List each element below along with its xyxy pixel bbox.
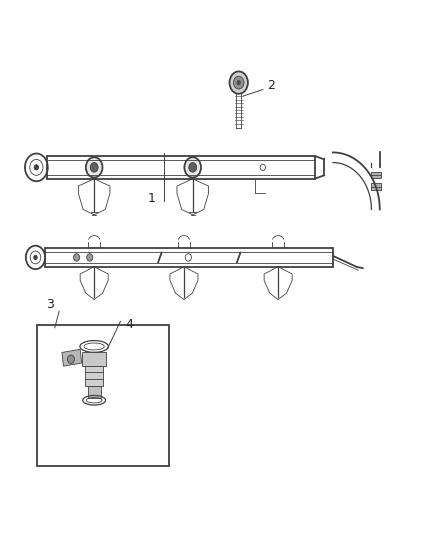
Circle shape: [189, 163, 197, 172]
Bar: [37, 325, 169, 466]
Circle shape: [34, 255, 37, 260]
Circle shape: [230, 71, 248, 94]
Bar: [371, 172, 381, 178]
Circle shape: [90, 163, 98, 172]
Circle shape: [86, 157, 102, 177]
Text: 2: 2: [268, 79, 276, 92]
Bar: [47, 156, 315, 179]
Bar: [82, 352, 106, 366]
Text: 3: 3: [46, 298, 54, 311]
Circle shape: [184, 157, 201, 177]
Bar: [88, 386, 101, 398]
Bar: [85, 366, 103, 386]
Circle shape: [74, 254, 80, 261]
Circle shape: [67, 355, 74, 364]
Circle shape: [233, 76, 244, 89]
Circle shape: [237, 80, 241, 85]
Bar: [371, 183, 381, 190]
Text: 1: 1: [147, 192, 155, 205]
Circle shape: [87, 254, 93, 261]
Bar: [62, 349, 82, 366]
Bar: [45, 248, 333, 266]
Circle shape: [34, 165, 39, 170]
Text: 4: 4: [125, 318, 133, 330]
